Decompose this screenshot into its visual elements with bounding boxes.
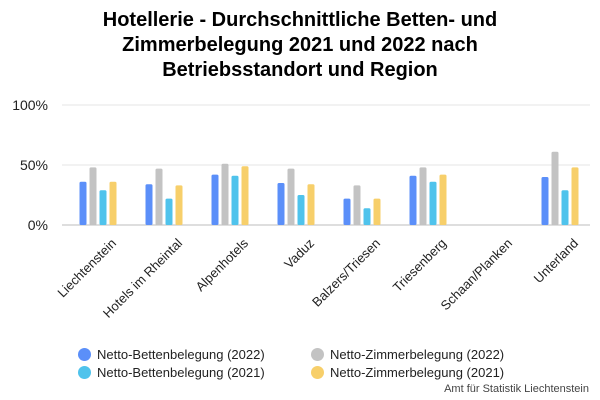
legend-label: Netto-Zimmerbelegung (2022) bbox=[330, 347, 505, 362]
bar bbox=[155, 168, 163, 225]
legend-swatch bbox=[78, 348, 91, 361]
bar bbox=[231, 175, 239, 225]
bar bbox=[353, 185, 361, 225]
bar bbox=[541, 177, 549, 225]
x-tick-label: Alpenhotels bbox=[192, 235, 251, 294]
legend-item-betten-2021[interactable]: Netto-Bettenbelegung (2021) bbox=[78, 365, 265, 380]
x-tick-label: Vaduz bbox=[281, 236, 317, 272]
bar bbox=[241, 166, 249, 225]
legend-swatch bbox=[311, 348, 324, 361]
bar bbox=[145, 184, 153, 225]
bar bbox=[429, 181, 437, 225]
bar bbox=[419, 167, 427, 225]
bar bbox=[409, 175, 417, 225]
bar bbox=[79, 181, 87, 225]
bar bbox=[89, 167, 97, 225]
chart-title-line-3: Betriebsstandort und Region bbox=[162, 59, 438, 81]
bar bbox=[343, 198, 351, 225]
bar bbox=[307, 184, 315, 225]
x-tick-label: Balzers/Triesen bbox=[309, 236, 383, 310]
y-tick-label: 100% bbox=[12, 97, 48, 113]
bar bbox=[211, 174, 219, 225]
bar bbox=[287, 168, 295, 225]
chart-title-line-2: Zimmerbelegung 2021 und 2022 nach bbox=[122, 34, 478, 56]
source-note: Amt für Statistik Liechtenstein bbox=[444, 383, 589, 395]
chart-title: Hotellerie - Durchschnittliche Betten- u… bbox=[0, 8, 600, 83]
x-tick-label: Liechtenstein bbox=[54, 236, 119, 301]
bar bbox=[297, 195, 305, 225]
bar bbox=[571, 167, 579, 225]
bar bbox=[165, 198, 173, 225]
y-tick-label: 50% bbox=[20, 157, 48, 173]
legend-item-betten-2022[interactable]: Netto-Bettenbelegung (2022) bbox=[78, 347, 265, 362]
bar bbox=[221, 163, 229, 225]
x-tick-label: Unterland bbox=[531, 236, 581, 286]
bar bbox=[439, 174, 447, 225]
legend-swatch bbox=[78, 366, 91, 379]
x-tick-label: Schaan/Planken bbox=[438, 236, 516, 314]
bar bbox=[373, 198, 381, 225]
legend-item-zimmer-2022[interactable]: Netto-Zimmerbelegung (2022) bbox=[311, 347, 504, 362]
legend-swatch bbox=[311, 366, 324, 379]
y-tick-label: 0% bbox=[28, 217, 48, 233]
bar bbox=[99, 190, 107, 225]
x-tick-label: Triesenberg bbox=[390, 236, 449, 295]
bar bbox=[561, 190, 569, 225]
chart-title-line-1: Hotellerie - Durchschnittliche Betten- u… bbox=[102, 9, 498, 31]
legend-label: Netto-Zimmerbelegung (2021) bbox=[330, 365, 505, 380]
legend-label: Netto-Bettenbelegung (2021) bbox=[97, 365, 265, 380]
bar bbox=[109, 181, 117, 225]
legend-label: Netto-Bettenbelegung (2022) bbox=[97, 347, 265, 362]
bar bbox=[551, 151, 559, 225]
bar bbox=[363, 208, 371, 225]
legend-item-zimmer-2021[interactable]: Netto-Zimmerbelegung (2021) bbox=[311, 365, 504, 380]
bar bbox=[175, 185, 183, 225]
bar bbox=[277, 183, 285, 225]
